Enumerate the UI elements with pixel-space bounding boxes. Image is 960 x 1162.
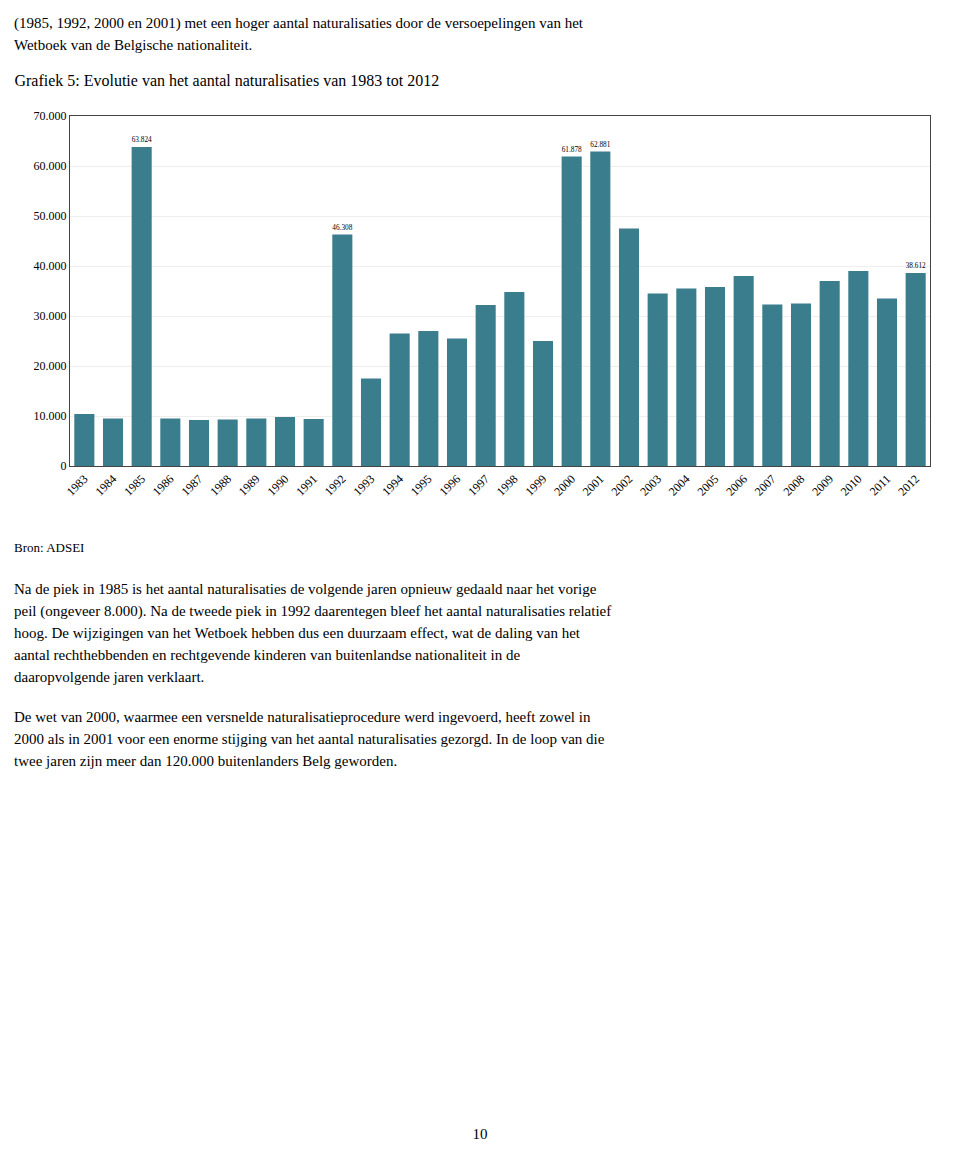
svg-text:1983: 1983: [64, 472, 91, 499]
svg-text:61.878: 61.878: [562, 146, 582, 154]
svg-text:1991: 1991: [293, 472, 320, 499]
svg-text:1998: 1998: [494, 472, 521, 499]
html-text:Na de piek in 1985 is het aant: Na de piek in 1985 is het aantal natural…: [14, 581, 597, 597]
svg-text:2002: 2002: [608, 472, 635, 499]
html-text:hoog. De wijzigingen van het W: hoog. De wijzigingen van het Wetboek heb…: [14, 625, 580, 641]
svg-text:62.881: 62.881: [590, 141, 610, 149]
svg-text:38.612: 38.612: [906, 262, 926, 270]
svg-text:60.000: 60.000: [34, 159, 67, 173]
html-text:peil (ongeveer 8.000). Na de t: peil (ongeveer 8.000). Na de tweede piek…: [14, 603, 612, 619]
svg-text:2003: 2003: [637, 472, 664, 499]
svg-text:46.308: 46.308: [332, 224, 352, 232]
svg-text:2011: 2011: [867, 472, 894, 499]
svg-text:50.000: 50.000: [34, 209, 67, 223]
svg-text:63.824: 63.824: [132, 136, 152, 144]
svg-text:1989: 1989: [236, 472, 263, 499]
svg-text:2005: 2005: [694, 472, 721, 499]
svg-text:2008: 2008: [780, 472, 807, 499]
svg-text:1994: 1994: [379, 472, 406, 499]
html-text:twee jaren zijn meer dan 120.0: twee jaren zijn meer dan 120.000 buitenl…: [14, 753, 398, 769]
svg-text:1992: 1992: [322, 472, 349, 499]
svg-text:1999: 1999: [522, 472, 549, 499]
html-text:10: 10: [472, 1126, 488, 1142]
svg-text:1984: 1984: [92, 472, 119, 499]
svg-text:1986: 1986: [150, 472, 177, 499]
svg-text:2010: 2010: [838, 472, 865, 499]
svg-text:1993: 1993: [350, 472, 377, 499]
svg-text:2006: 2006: [723, 472, 750, 499]
svg-text:30.000: 30.000: [34, 309, 67, 323]
svg-text:Grafiek 5: Evolutie van het aa: Grafiek 5: Evolutie van het aantal natur…: [14, 72, 439, 89]
svg-text:2000: 2000: [551, 472, 578, 499]
svg-text:2001: 2001: [580, 472, 607, 499]
html-text:daaropvolgende jaren verklaart: daaropvolgende jaren verklaart.: [14, 669, 205, 685]
svg-text:40.000: 40.000: [34, 259, 67, 273]
html-text:(1985, 1992, 2000 en 2001) met: (1985, 1992, 2000 en 2001) met een hoger…: [14, 15, 583, 31]
svg-text:1988: 1988: [207, 472, 234, 499]
svg-text:1996: 1996: [436, 472, 463, 499]
svg-text:1990: 1990: [264, 472, 291, 499]
svg-text:2009: 2009: [809, 472, 836, 499]
svg-text:2012: 2012: [895, 472, 922, 499]
svg-text:1995: 1995: [408, 472, 435, 499]
svg-text:1985: 1985: [121, 472, 148, 499]
html-text:Bron: ADSEI: Bron: ADSEI: [14, 540, 85, 555]
svg-text:10.000: 10.000: [34, 409, 67, 423]
svg-text:20.000: 20.000: [34, 359, 67, 373]
svg-text:2007: 2007: [752, 472, 779, 499]
svg-text:1997: 1997: [465, 472, 492, 499]
svg-text:70.000: 70.000: [34, 109, 67, 123]
html-text:2000 als in 2001 voor een enor: 2000 als in 2001 voor een enorme stijgin…: [14, 731, 605, 747]
svg-text:0: 0: [61, 459, 67, 473]
html-text:aantal rechthebbenden en recht: aantal rechthebbenden en rechtgevende ki…: [14, 647, 520, 663]
html-text:Wetboek van de Belgische natio: Wetboek van de Belgische nationaliteit.: [14, 37, 253, 53]
html-text:De wet van 2000, waarmee een v: De wet van 2000, waarmee een versnelde n…: [14, 709, 591, 725]
svg-text:2004: 2004: [666, 472, 693, 499]
svg-text:1987: 1987: [178, 472, 205, 499]
